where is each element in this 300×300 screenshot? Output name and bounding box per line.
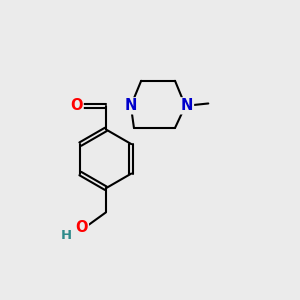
Text: O: O <box>75 220 88 235</box>
Text: N: N <box>125 98 137 113</box>
Text: N: N <box>181 98 193 113</box>
Text: O: O <box>70 98 82 113</box>
Text: H: H <box>61 230 72 242</box>
